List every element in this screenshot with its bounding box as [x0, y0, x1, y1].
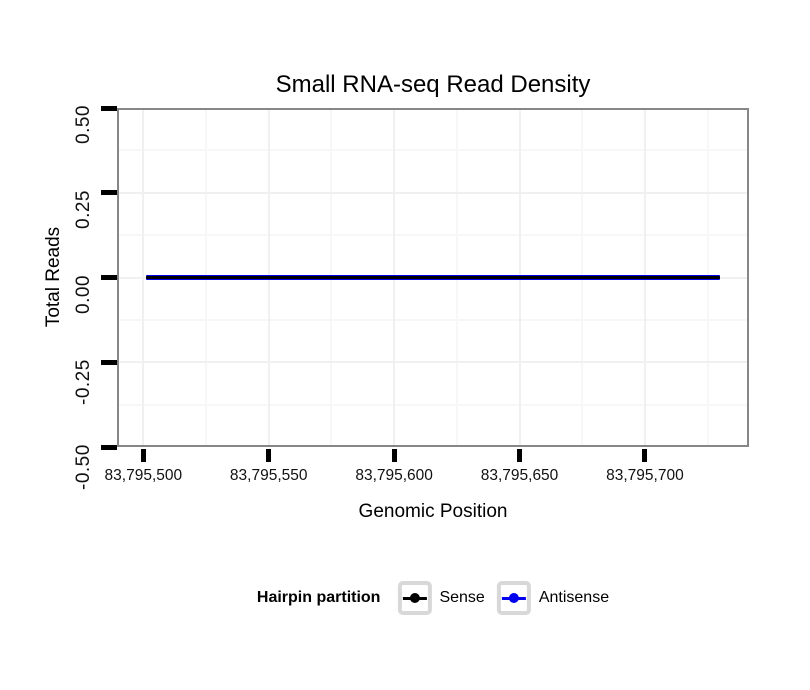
y-tick-mark	[101, 190, 117, 196]
x-tick-label: 83,795,650	[480, 467, 559, 484]
y-tick-label: 0.25	[73, 189, 94, 229]
y-tick-mark	[101, 359, 117, 365]
x-tick-label: 83,795,550	[229, 467, 308, 484]
legend-title: Hairpin partition	[256, 589, 381, 606]
x-tick-mark	[642, 449, 648, 462]
x-tick-mark	[391, 449, 397, 462]
y-tick-label: -0.25	[73, 359, 94, 406]
x-tick-mark	[140, 449, 146, 462]
legend-entry-antisense: Antisense	[496, 581, 610, 615]
y-tick-label: 0.50	[73, 105, 94, 144]
y-tick-mark	[101, 444, 117, 450]
y-tick-label: -0.50	[73, 444, 94, 490]
chart-title: Small RNA-seq Read Density	[275, 71, 591, 98]
x-tick-mark	[517, 449, 523, 462]
gridline-major-h	[119, 361, 747, 364]
legend-label: Sense	[439, 589, 485, 606]
x-tick-label: 83,795,600	[355, 467, 433, 484]
x-tick-mark	[266, 449, 272, 462]
antisense-point-sample-icon	[508, 593, 519, 603]
legend-entry-sense: Sense	[397, 581, 496, 615]
gridline-minor-h	[119, 149, 747, 152]
legend: Hairpin partition Sense Antisense	[257, 581, 609, 615]
gridline-minor-h	[119, 234, 747, 237]
plot-panel	[117, 108, 749, 447]
gridline-major-v	[142, 110, 145, 445]
gridline-major-h	[119, 191, 747, 194]
legend-key-antisense	[496, 581, 531, 615]
sense-point-sample-icon	[409, 593, 420, 603]
series-line-sense	[145, 276, 721, 279]
legend-label: Antisense	[538, 589, 610, 606]
x-axis-title: Genomic Position	[358, 501, 508, 522]
legend-entries: Sense Antisense	[397, 581, 609, 615]
gridline-minor-h	[119, 318, 747, 321]
x-tick-label: 83,795,500	[104, 467, 183, 484]
y-tick-mark	[101, 275, 117, 280]
y-tick-mark	[101, 105, 117, 111]
legend-key-sense	[397, 581, 432, 615]
y-tick-label: 0.00	[73, 274, 94, 314]
y-axis-title: Total Reads	[43, 226, 64, 328]
gridline-minor-h	[119, 403, 747, 406]
x-tick-label: 83,795,700	[606, 467, 684, 484]
